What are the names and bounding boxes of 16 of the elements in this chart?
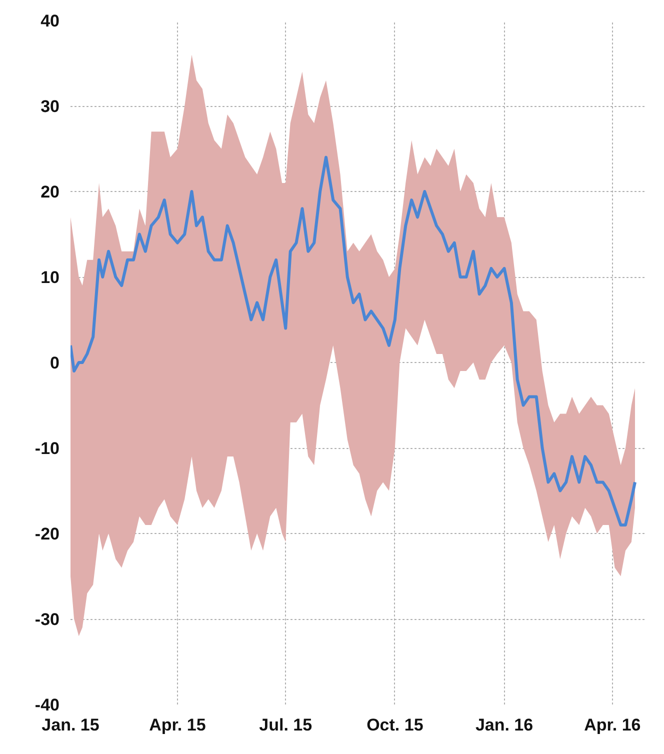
x-tick-label: Jan. 15 [42, 716, 100, 734]
line-series [70, 156, 636, 526]
y-tick-label: 20 [40, 182, 60, 202]
y-tick-label: 30 [40, 97, 60, 116]
x-tick-label: Jul. 15 [259, 716, 312, 734]
x-tick-label: Apr. 16 [584, 716, 641, 734]
x-tick-label: Oct. 15 [366, 716, 424, 734]
y-tick-label: 40 [40, 12, 60, 30]
x-tick-label: Apr. 15 [149, 716, 206, 734]
y-tick-label: -10 [34, 439, 60, 458]
y-tick-label: -20 [34, 524, 60, 544]
y-tick-label: -30 [34, 610, 60, 629]
x-tick-label: Jan. 16 [475, 716, 534, 734]
y-tick-label: -40 [34, 696, 60, 714]
y-tick-label: 10 [40, 268, 60, 287]
y-tick-label: 0 [50, 354, 60, 372]
